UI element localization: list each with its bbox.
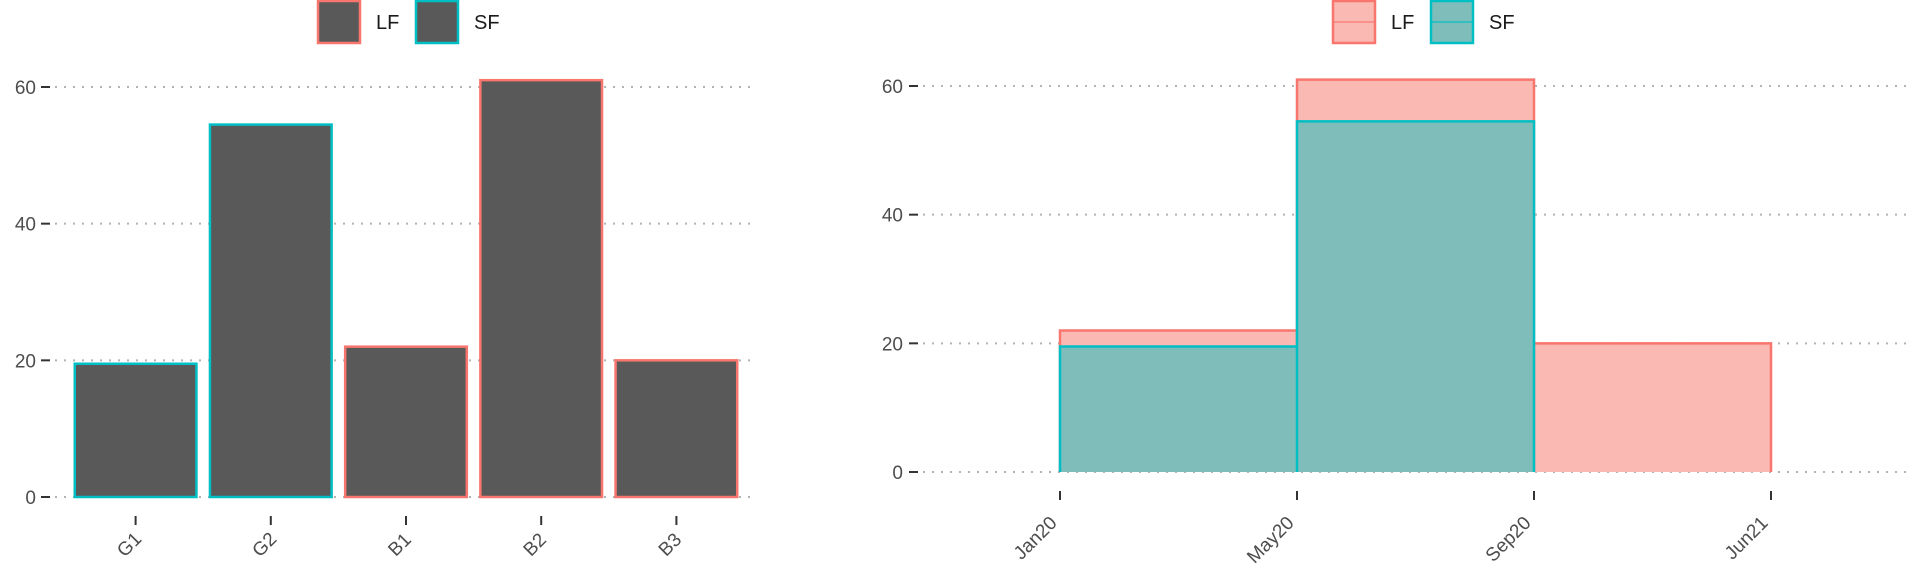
y-tick-label: 20 — [15, 351, 36, 372]
bar-b3 — [614, 359, 739, 499]
x-tick-label: G1 — [113, 529, 146, 562]
y-tick-label: 0 — [25, 488, 36, 509]
legend-label-sf: SF — [474, 12, 500, 34]
y-tick-label: 40 — [882, 206, 903, 227]
area-sf — [1060, 121, 1771, 472]
x-tick-label: B3 — [655, 529, 686, 560]
area-chart-panel: 0 20 40 60 Jan20 May20 Sep20 Jun21 LF SF — [882, 0, 1908, 568]
line-sf — [1058, 120, 1536, 472]
bar-g2 — [208, 123, 333, 499]
legend-label-sf: SF — [1489, 12, 1515, 34]
bar-g1 — [73, 362, 198, 499]
y-tick-label: 20 — [882, 334, 903, 355]
x-tick-label: B2 — [520, 529, 551, 560]
legend-label-lf: LF — [1391, 12, 1414, 34]
y-tick-label: 0 — [892, 463, 903, 484]
bar-chart-panel: 0 20 40 60 G1 G2 B1 B2 B3 LF SF — [15, 0, 757, 562]
legend-key-sf — [414, 0, 460, 45]
x-tick-label: B1 — [384, 529, 415, 560]
x-tick-label: Jan20 — [1010, 513, 1061, 564]
y-tick-label: 60 — [882, 77, 903, 98]
x-tick-label: May20 — [1243, 513, 1298, 568]
x-tick-label: G2 — [249, 529, 282, 562]
bar-b2 — [479, 78, 604, 499]
y-tick-label: 40 — [15, 215, 36, 236]
legend-label-lf: LF — [376, 12, 399, 34]
x-tick-label: Jun21 — [1721, 513, 1772, 564]
x-tick-label: Sep20 — [1482, 513, 1536, 567]
legend-key-lf — [316, 0, 362, 45]
bar-b1 — [343, 345, 469, 499]
y-tick-label: 60 — [15, 78, 36, 99]
